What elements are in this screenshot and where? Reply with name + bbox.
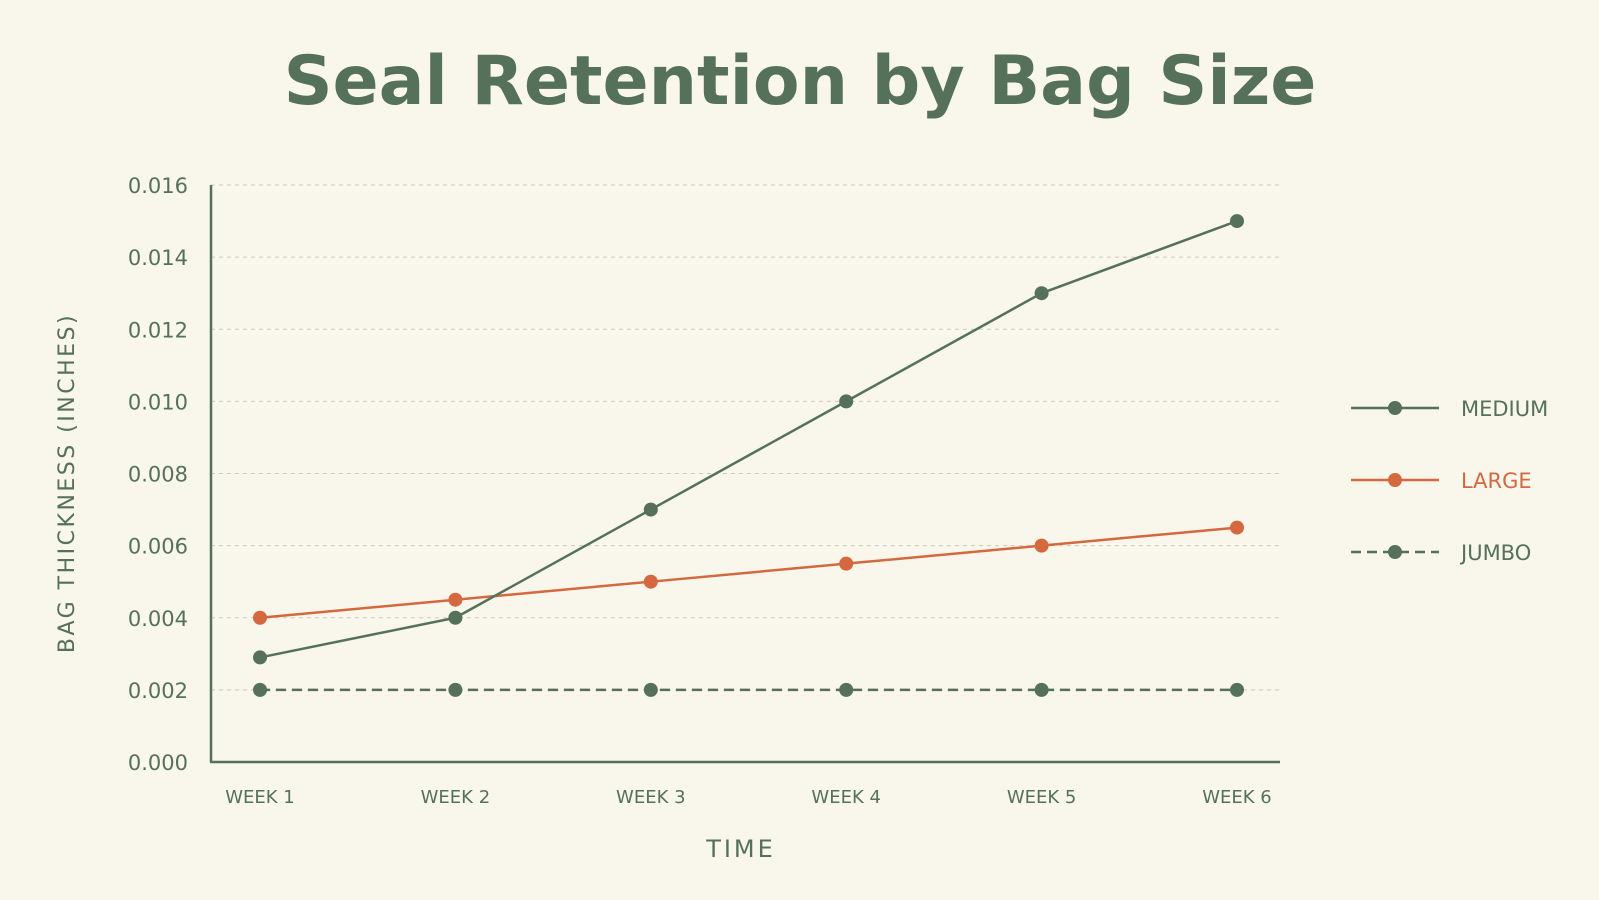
data-point xyxy=(253,610,267,625)
data-point xyxy=(253,650,267,665)
data-point xyxy=(1230,214,1244,229)
legend-swatch-marker xyxy=(1388,473,1402,487)
chart-title: Seal Retention by Bag Size xyxy=(284,42,1317,121)
y-tick-label: 0.002 xyxy=(128,679,188,703)
x-tick-label: WEEK 4 xyxy=(811,787,881,808)
legend-swatch-marker xyxy=(1388,545,1402,559)
legend-label: MEDIUM xyxy=(1461,397,1548,421)
y-axis-ticks: 0.000 0.002 0.004 0.006 0.008 0.010 0.012 0.014… xyxy=(128,174,188,775)
y-tick-label: 0.014 xyxy=(128,246,188,270)
series-large xyxy=(253,520,1244,625)
x-tick-label: WEEK 3 xyxy=(616,787,686,808)
data-point xyxy=(1230,682,1244,697)
x-tick-label: WEEK 2 xyxy=(421,787,491,808)
data-point xyxy=(253,682,267,697)
data-point xyxy=(839,394,854,409)
legend-item-medium: MEDIUM xyxy=(1351,397,1548,421)
data-point xyxy=(1034,682,1049,697)
data-point xyxy=(1034,286,1049,301)
legend-item-large: LARGE xyxy=(1351,469,1532,493)
y-tick-label: 0.008 xyxy=(128,463,188,487)
legend: MEDIUM LARGE JUMBO xyxy=(1351,397,1548,565)
x-tick-label: WEEK 1 xyxy=(225,787,295,808)
series-jumbo xyxy=(253,682,1244,697)
legend-label: JUMBO xyxy=(1459,541,1531,565)
y-tick-label: 0.010 xyxy=(128,390,188,414)
data-point xyxy=(448,682,463,697)
legend-swatch-marker xyxy=(1388,401,1402,415)
y-tick-label: 0.016 xyxy=(128,174,188,198)
data-point xyxy=(1230,520,1244,535)
y-tick-label: 0.000 xyxy=(128,751,188,775)
grid xyxy=(211,184,1280,691)
data-point xyxy=(643,502,658,517)
series-line xyxy=(259,526,1238,619)
legend-item-jumbo: JUMBO xyxy=(1351,541,1531,565)
x-axis-label: TIME xyxy=(705,835,776,863)
data-point xyxy=(643,682,658,697)
x-tick-label: WEEK 6 xyxy=(1202,787,1272,808)
y-tick-label: 0.006 xyxy=(128,535,188,559)
y-tick-label: 0.012 xyxy=(128,318,188,342)
legend-label: LARGE xyxy=(1461,469,1532,493)
y-tick-label: 0.004 xyxy=(128,607,188,631)
data-point xyxy=(448,610,463,625)
data-point xyxy=(1034,538,1049,553)
data-point xyxy=(839,556,854,571)
data-point xyxy=(643,574,658,589)
series-line xyxy=(259,219,1238,659)
x-axis-ticks: WEEK 1 WEEK 2 WEEK 3 WEEK 4 WEEK 5 WEEK 6 xyxy=(225,787,1272,808)
y-axis-label: BAG THICKNESS (INCHES) xyxy=(55,313,80,653)
x-tick-label: WEEK 5 xyxy=(1007,787,1077,808)
series xyxy=(253,214,1244,697)
data-point xyxy=(448,592,463,607)
data-point xyxy=(839,682,854,697)
series-medium xyxy=(253,214,1244,665)
